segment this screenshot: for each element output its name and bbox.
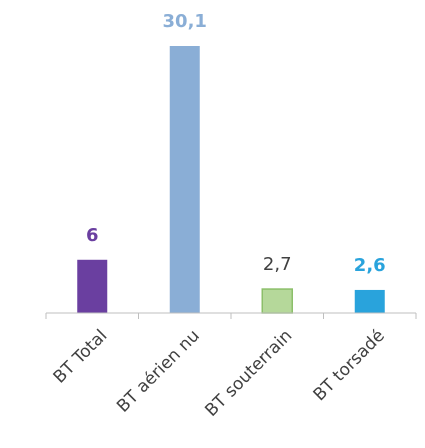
x-tick-label: BT souterrain [201,326,296,421]
bar [169,46,200,313]
x-tick-label: BT torsadé [310,326,389,405]
x-tick-label: BT Total [50,326,112,388]
x-tick-label: BT aérien nu [113,326,204,417]
bar [77,259,108,313]
data-label: 6 [86,225,99,246]
data-label: 30,1 [163,11,207,32]
bar [354,289,385,313]
data-label: 2,6 [354,255,386,276]
data-label: 2,7 [263,254,292,275]
bar [261,288,293,314]
